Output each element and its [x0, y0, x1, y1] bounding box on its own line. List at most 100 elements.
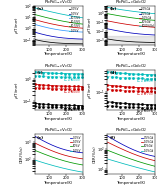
- X-axis label: Temperature(K): Temperature(K): [117, 117, 146, 121]
- 0.0%V: [43, 140, 44, 142]
- Text: $E_{ext}$=1000V: $E_{ext}$=1000V: [63, 76, 81, 84]
- 1.0%Gd: [154, 26, 156, 29]
- 10%Gd: [119, 154, 121, 156]
- 10%V: [77, 163, 79, 165]
- 0.0%V: [79, 151, 81, 154]
- Line: 1.0%Gd: 1.0%Gd: [107, 159, 155, 172]
- 0.5%Gd: [154, 34, 156, 36]
- Line: 10.5%V: 10.5%V: [35, 15, 83, 24]
- 0.5%Gd: [106, 135, 108, 137]
- Title: PbPd$_{1-x}$Gd$_x$O$_2$: PbPd$_{1-x}$Gd$_x$O$_2$: [116, 0, 147, 6]
- Line: 0.0%V: 0.0%V: [35, 136, 83, 153]
- Legend: 0.0%V, 1.0%V, 10%V, 1.0%V: 0.0%V, 1.0%V, 10%V, 1.0%V: [70, 136, 81, 153]
- 0.5%Gd: [154, 155, 156, 158]
- Legend: 0.0%Gd, 0.5%Gd, 1.0%Gd, 10%Gd, 1000%Gd: 0.0%Gd, 0.5%Gd, 1.0%Gd, 10%Gd, 1000%Gd: [139, 7, 154, 29]
- 1.0%Gd: [152, 26, 154, 28]
- 10.5%V: [46, 26, 48, 29]
- 1.0%V: [36, 160, 38, 162]
- 0.0%Gd: [152, 41, 154, 44]
- Y-axis label: CER(%/v): CER(%/v): [19, 145, 23, 163]
- Y-axis label: $\rho$(T/mm): $\rho$(T/mm): [86, 17, 94, 34]
- Bar: [35, 39, 83, 45]
- Line: 1.0%V: 1.0%V: [35, 8, 83, 18]
- 1000%Gd: [152, 12, 154, 15]
- 10%Gd: [154, 165, 156, 167]
- 1.0%V: [77, 170, 79, 173]
- 1.0%V: [34, 31, 35, 33]
- 1000%Gd: [119, 8, 121, 11]
- 10.5%V: [79, 23, 81, 25]
- 1000%Gd: [109, 7, 111, 9]
- 1000%Gd: [154, 13, 156, 15]
- 1.0%Gd: [115, 22, 117, 24]
- Text: (f): (f): [110, 135, 116, 139]
- 1.0%Gd: [154, 171, 156, 173]
- Bar: [107, 36, 155, 43]
- X-axis label: Temperature(K): Temperature(K): [44, 181, 73, 185]
- 10%V: [36, 150, 38, 153]
- Title: PbPd$_{1-x}$V$_x$O$_2$: PbPd$_{1-x}$V$_x$O$_2$: [44, 62, 73, 70]
- 10.5%V: [35, 14, 37, 16]
- 0.0%Gd: [154, 41, 156, 44]
- Text: (e): (e): [37, 135, 44, 139]
- Legend: 0.0%V, 1.0%V, 10.5%V, 10.5%V, 10.5%V, 1.0%V: 0.0%V, 1.0%V, 10.5%V, 10.5%V, 10.5%V, 1.…: [68, 7, 81, 33]
- 10%V: [79, 163, 81, 166]
- Y-axis label: $\rho$(T/mm): $\rho$(T/mm): [13, 81, 21, 99]
- 10.5%V: [34, 19, 35, 21]
- 1.0%Gd: [150, 159, 152, 161]
- Title: PbPd$_{1-x}$Gd$_x$O$_2$: PbPd$_{1-x}$Gd$_x$O$_2$: [116, 62, 147, 70]
- 1.0%Gd: [109, 159, 111, 161]
- 10.5%V: [46, 17, 48, 19]
- Title: PbPd$_{1-x}$V$_x$O$_2$: PbPd$_{1-x}$V$_x$O$_2$: [44, 0, 73, 6]
- 0.0%V: [43, 40, 44, 43]
- 1.0%V: [43, 146, 44, 148]
- 0.0%V: [82, 152, 84, 154]
- 1.0%V: [34, 7, 35, 9]
- Y-axis label: $\rho$(T/mm): $\rho$(T/mm): [13, 17, 21, 34]
- 0.0%Gd: [108, 38, 110, 40]
- 10.5%V: [34, 23, 35, 26]
- Line: 0.0%V: 0.0%V: [35, 40, 83, 44]
- 0.5%Gd: [150, 34, 152, 36]
- 1000%Gd: [108, 7, 110, 9]
- 1.0%V: [82, 38, 84, 40]
- 10.5%V: [34, 13, 35, 16]
- 1.0%Gd: [115, 145, 117, 148]
- 1.0%Gd: [119, 147, 121, 149]
- 10.5%V: [77, 22, 79, 25]
- 0.0%V: [35, 136, 37, 138]
- 1.0%Gd: [152, 170, 154, 173]
- 0.5%Gd: [152, 155, 154, 157]
- 1.0%V: [46, 163, 48, 165]
- 1.0%V: [46, 10, 48, 12]
- Y-axis label: $\rho$(T/mm): $\rho$(T/mm): [86, 81, 94, 99]
- 0.0%V: [77, 151, 79, 153]
- 10.5%V: [36, 24, 38, 26]
- 10%Gd: [109, 13, 111, 15]
- 10.5%V: [82, 27, 84, 29]
- Line: 10%V: 10%V: [35, 150, 83, 165]
- 0.5%Gd: [119, 142, 121, 144]
- Line: 1.0%Gd: 1.0%Gd: [107, 21, 155, 27]
- 1.0%Gd: [108, 158, 110, 161]
- 1.0%Gd: [119, 22, 121, 24]
- 0.0%V: [34, 38, 35, 41]
- 0.5%Gd: [109, 28, 111, 31]
- 1.0%Gd: [109, 143, 111, 145]
- 1.0%V: [36, 32, 38, 34]
- Line: 0.0%Gd: 0.0%Gd: [107, 39, 155, 43]
- 10%V: [43, 153, 44, 155]
- 0.0%V: [46, 41, 48, 43]
- 10%Gd: [109, 150, 111, 153]
- 10%Gd: [152, 165, 154, 167]
- 1.0%V: [77, 157, 79, 159]
- 10.5%V: [43, 26, 44, 28]
- 10%Gd: [115, 14, 117, 16]
- Text: (b): (b): [110, 7, 117, 11]
- 1.0%V: [34, 142, 35, 144]
- 10.5%V: [82, 23, 84, 25]
- 0.5%Gd: [150, 155, 152, 157]
- 1.0%V: [35, 143, 37, 145]
- Text: (c): (c): [37, 71, 44, 75]
- Line: 1000%Gd: 1000%Gd: [107, 8, 155, 14]
